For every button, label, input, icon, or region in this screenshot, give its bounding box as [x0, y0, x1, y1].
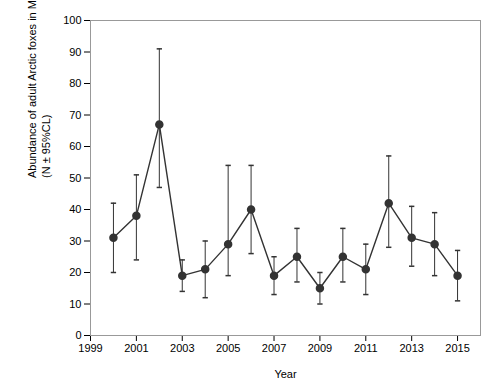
- svg-text:1999: 1999: [78, 342, 102, 354]
- svg-text:Year: Year: [274, 368, 297, 380]
- svg-text:Abundance of adult Arctic foxe: Abundance of adult Arctic foxes in May(N…: [26, 0, 52, 178]
- svg-text:0: 0: [75, 329, 81, 341]
- svg-text:2001: 2001: [124, 342, 148, 354]
- svg-text:50: 50: [69, 172, 81, 184]
- svg-text:2007: 2007: [262, 342, 286, 354]
- svg-text:2013: 2013: [399, 342, 423, 354]
- svg-text:20: 20: [69, 266, 81, 278]
- svg-text:70: 70: [69, 109, 81, 121]
- svg-text:2015: 2015: [445, 342, 469, 354]
- svg-text:30: 30: [69, 235, 81, 247]
- svg-text:40: 40: [69, 203, 81, 215]
- svg-text:80: 80: [69, 77, 81, 89]
- svg-text:100: 100: [63, 14, 81, 26]
- svg-text:2005: 2005: [216, 342, 240, 354]
- svg-text:60: 60: [69, 140, 81, 152]
- svg-text:2009: 2009: [308, 342, 332, 354]
- svg-text:10: 10: [69, 298, 81, 310]
- svg-text:2003: 2003: [170, 342, 194, 354]
- svg-text:2011: 2011: [354, 342, 378, 354]
- svg-text:90: 90: [69, 46, 81, 58]
